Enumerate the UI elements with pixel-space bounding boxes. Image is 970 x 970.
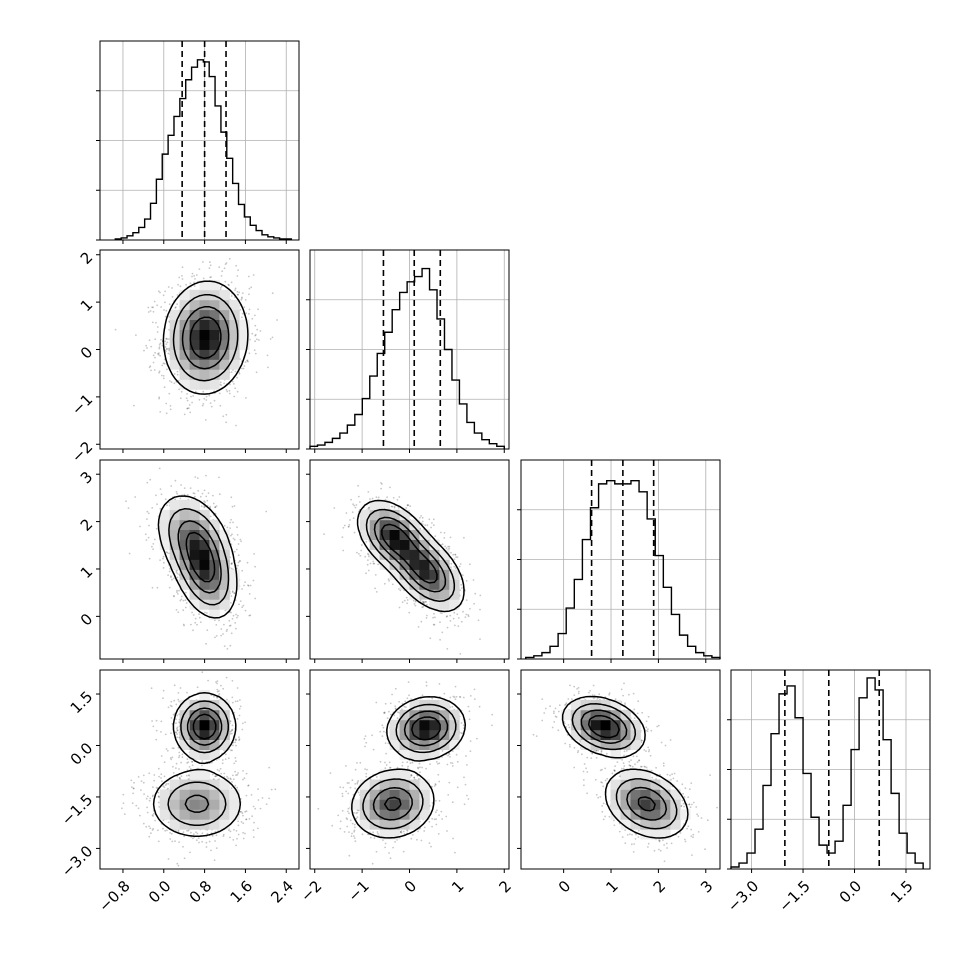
contour-level-3 <box>356 499 465 613</box>
contour-level-2 <box>167 700 230 827</box>
x-tick-label: 0.0 <box>836 877 866 907</box>
contour-level-0 <box>587 714 656 812</box>
contour-level-3 <box>561 695 689 839</box>
contour-level-2 <box>172 294 239 382</box>
panel-frame <box>99 40 300 241</box>
contour-level-3 <box>162 280 249 395</box>
contour-level-2 <box>571 702 678 830</box>
y-tick-label: −1 <box>68 391 96 419</box>
contour-level-0 <box>189 316 222 360</box>
contour-level-1 <box>372 710 449 821</box>
x-tick-label: 0.8 <box>186 877 216 907</box>
contour-level-1 <box>184 707 223 813</box>
x-tick-label: 2 <box>650 877 669 896</box>
x-tick-label: −2 <box>297 877 325 905</box>
x-tick-label: 1.5 <box>887 877 917 907</box>
panel-frame <box>520 459 721 660</box>
histogram-step <box>114 59 293 240</box>
contour-level-0 <box>185 531 216 583</box>
y-tick-label: 1.5 <box>67 688 97 718</box>
contour-level-0 <box>192 713 217 740</box>
histogram-step <box>730 677 924 869</box>
density-contours <box>162 280 249 395</box>
density-shading <box>359 499 460 610</box>
pair-panel-2-0 <box>99 459 300 660</box>
x-tick-label: 2.4 <box>267 877 297 907</box>
pair-panel-1-0 <box>99 249 300 450</box>
y-tick-label: −3.0 <box>58 842 96 880</box>
pair-panel-3-1 <box>309 669 510 870</box>
density-shading <box>159 689 240 830</box>
panel-frame <box>99 459 300 660</box>
contour-level-2 <box>168 508 230 606</box>
contour-level-2 <box>362 703 457 830</box>
x-tick-label: −0.8 <box>95 877 133 915</box>
x-tick-label: 0 <box>401 877 420 896</box>
density-contours <box>152 692 242 838</box>
contour-level-1 <box>181 306 230 370</box>
hist-panel-3 <box>727 669 931 870</box>
contour-level-2 <box>365 508 456 602</box>
y-tick-label: 1 <box>77 563 96 582</box>
y-tick-label: 0 <box>77 343 96 362</box>
pair-content <box>521 670 720 869</box>
x-tick-label: 0 <box>555 877 574 896</box>
pair-panel-3-0 <box>99 669 300 870</box>
panel-frame <box>730 669 931 870</box>
y-tick-label: 0 <box>77 610 96 629</box>
y-tick-label: 1 <box>77 296 96 315</box>
pair-content <box>310 670 509 869</box>
density-contours <box>157 495 238 619</box>
contour-level-0 <box>383 716 441 811</box>
pair-panel-3-2 <box>520 669 721 870</box>
x-tick-label: 0.0 <box>145 877 175 907</box>
x-tick-label: 1.6 <box>227 877 257 907</box>
pair-content <box>100 250 299 449</box>
density-contours <box>351 695 467 839</box>
y-tick-label: −1.5 <box>58 791 96 829</box>
x-tick-label: −3.0 <box>724 877 762 915</box>
contour-level-1 <box>373 516 447 593</box>
contour-level-3 <box>152 692 242 838</box>
density-contours <box>561 695 689 839</box>
y-tick-label: 2 <box>77 515 96 534</box>
pair-content <box>310 460 509 659</box>
histogram-step <box>309 267 505 449</box>
pair-content <box>100 670 299 869</box>
pair-panel-2-1 <box>309 459 510 660</box>
contour-level-1 <box>580 709 668 821</box>
x-tick-label: −1 <box>344 877 372 905</box>
contour-level-1 <box>177 520 222 594</box>
hist-panel-0 <box>96 40 300 241</box>
y-tick-label: 2 <box>77 248 96 267</box>
panel-frame <box>99 669 300 870</box>
contour-level-0 <box>381 523 438 584</box>
x-tick-label: 1 <box>448 877 467 896</box>
y-tick-label: 3 <box>77 468 96 487</box>
y-tick-label: 0.0 <box>67 739 97 769</box>
y-tick-label: −2 <box>68 438 96 466</box>
contour-level-3 <box>157 495 238 619</box>
contour-level-3 <box>351 695 467 839</box>
hist-panel-2 <box>517 459 721 660</box>
panel-frame <box>520 669 721 870</box>
density-shading <box>169 279 250 390</box>
x-tick-label: −1.5 <box>775 877 813 915</box>
x-tick-label: 1 <box>602 877 621 896</box>
hist-panel-1 <box>306 249 510 450</box>
x-tick-label: 2 <box>496 877 515 896</box>
pair-content <box>100 460 299 659</box>
density-contours <box>356 499 465 613</box>
x-tick-label: 3 <box>697 877 716 896</box>
